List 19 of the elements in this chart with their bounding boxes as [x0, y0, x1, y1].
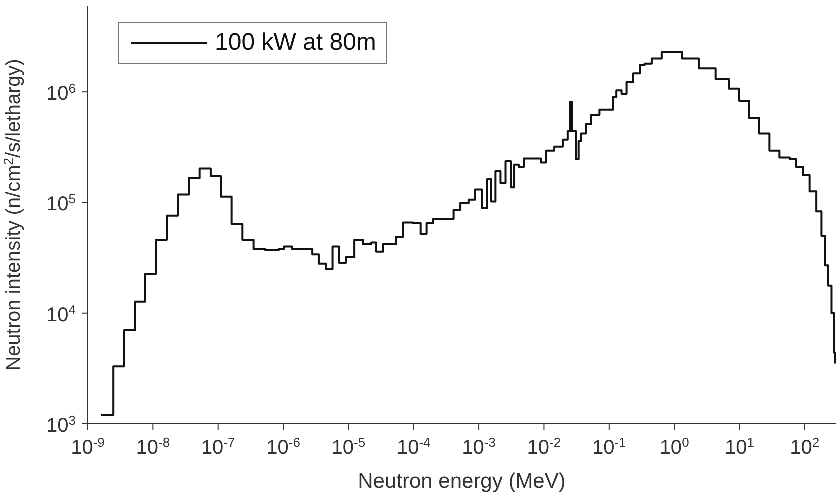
x-tick-label: 10$^{-4}$ — [396, 434, 431, 459]
x-tick-label: 10$^{-1}$ — [592, 434, 626, 459]
x-tick-label: 10$^{-3}$ — [462, 434, 496, 459]
legend-label: 100 kW at 80m — [215, 29, 376, 57]
x-tick-label: 10$^{1}$ — [724, 434, 754, 459]
x-tick-label: 10$^{-7}$ — [201, 434, 236, 459]
y-tick-label: 10$^{6}$ — [46, 80, 76, 106]
x-tick-label: 10$^{-8}$ — [136, 434, 170, 459]
legend-box: 100 kW at 80m — [118, 22, 388, 64]
x-tick-label: 10$^{-2}$ — [527, 434, 562, 459]
y-tick-label: 10$^{4}$ — [46, 302, 76, 326]
y-tick-label: 10$^{5}$ — [46, 191, 76, 216]
x-tick-label: 10$^{2}$ — [790, 434, 820, 459]
x-tick-label: 10$^{-6}$ — [266, 434, 300, 459]
x-axis-title: Neutron energy (MeV) — [358, 470, 566, 493]
x-tick-label: 10$^{-5}$ — [332, 434, 366, 459]
x-tick-label: 10$^{-9}$ — [71, 434, 105, 459]
x-tick-label: 10$^{0}$ — [660, 434, 690, 459]
y-tick-label: 10$^{3}$ — [46, 412, 76, 437]
